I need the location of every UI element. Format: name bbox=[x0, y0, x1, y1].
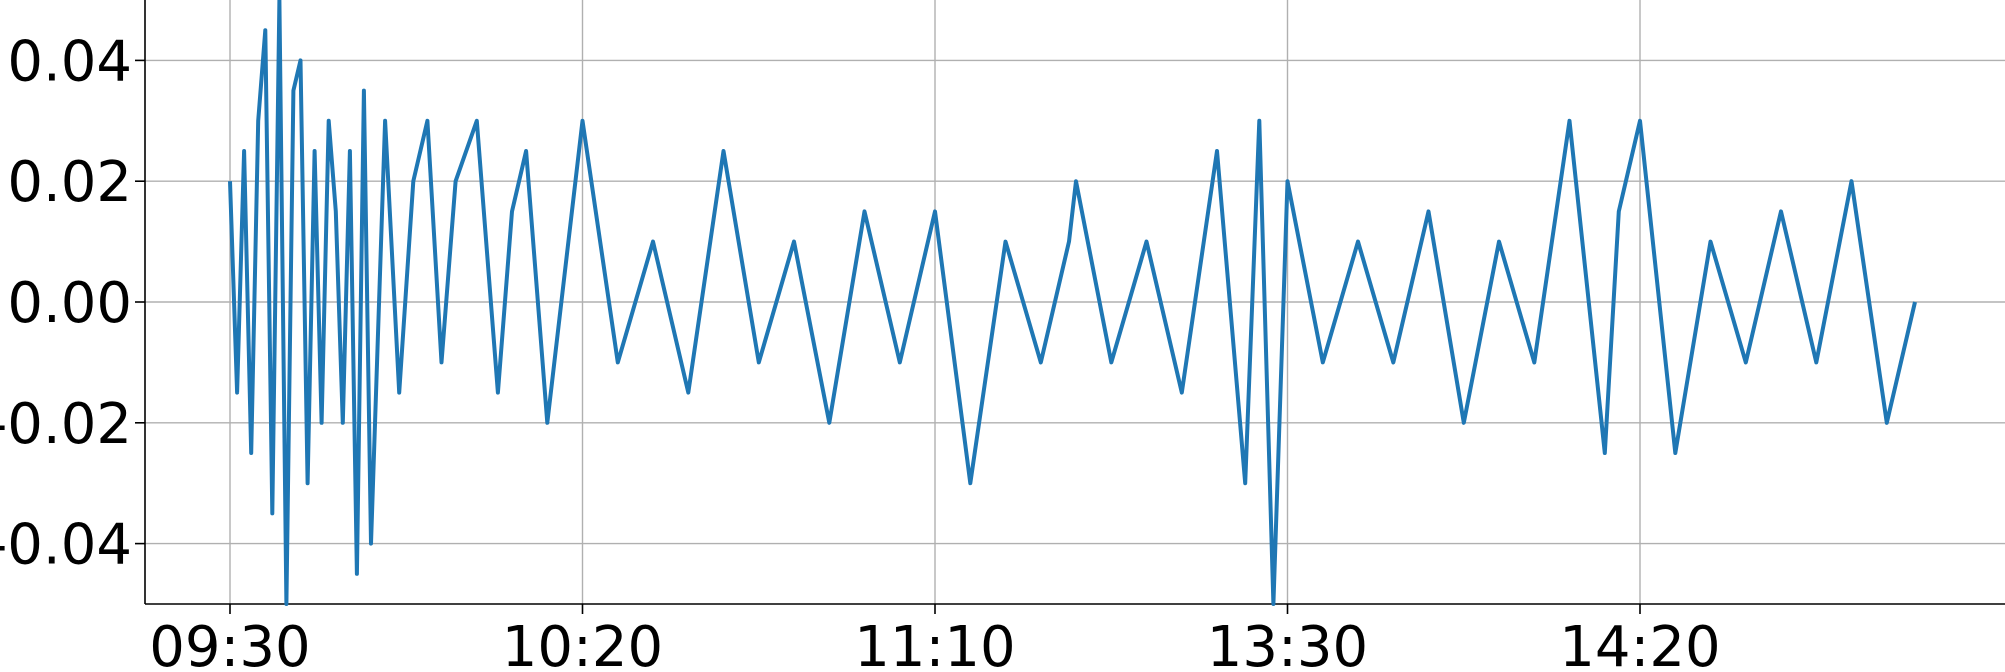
y-tick-label: 0.04 bbox=[7, 29, 132, 94]
x-tick-label: 09:30 bbox=[149, 615, 310, 672]
axes bbox=[135, 0, 2005, 614]
x-tick-label: 14:20 bbox=[1559, 615, 1720, 672]
grid-lines bbox=[145, 0, 2005, 604]
x-tick-label: 11:10 bbox=[854, 615, 1015, 672]
tick-labels: 09:30 10:20 11:10 13:30 14:20 -0.04 -0.02 0.00 0… bbox=[0, 29, 1721, 672]
series-line bbox=[228, 0, 1917, 606]
x-tick-label: 10:20 bbox=[502, 615, 663, 672]
y-tick-label: -0.04 bbox=[0, 513, 132, 578]
y-tick-label: 0.00 bbox=[7, 271, 132, 336]
y-tick-label: 0.02 bbox=[7, 150, 132, 215]
plot-area bbox=[228, 0, 1917, 606]
y-tick-label: -0.02 bbox=[0, 392, 132, 457]
x-tick-label: 13:30 bbox=[1207, 615, 1368, 672]
